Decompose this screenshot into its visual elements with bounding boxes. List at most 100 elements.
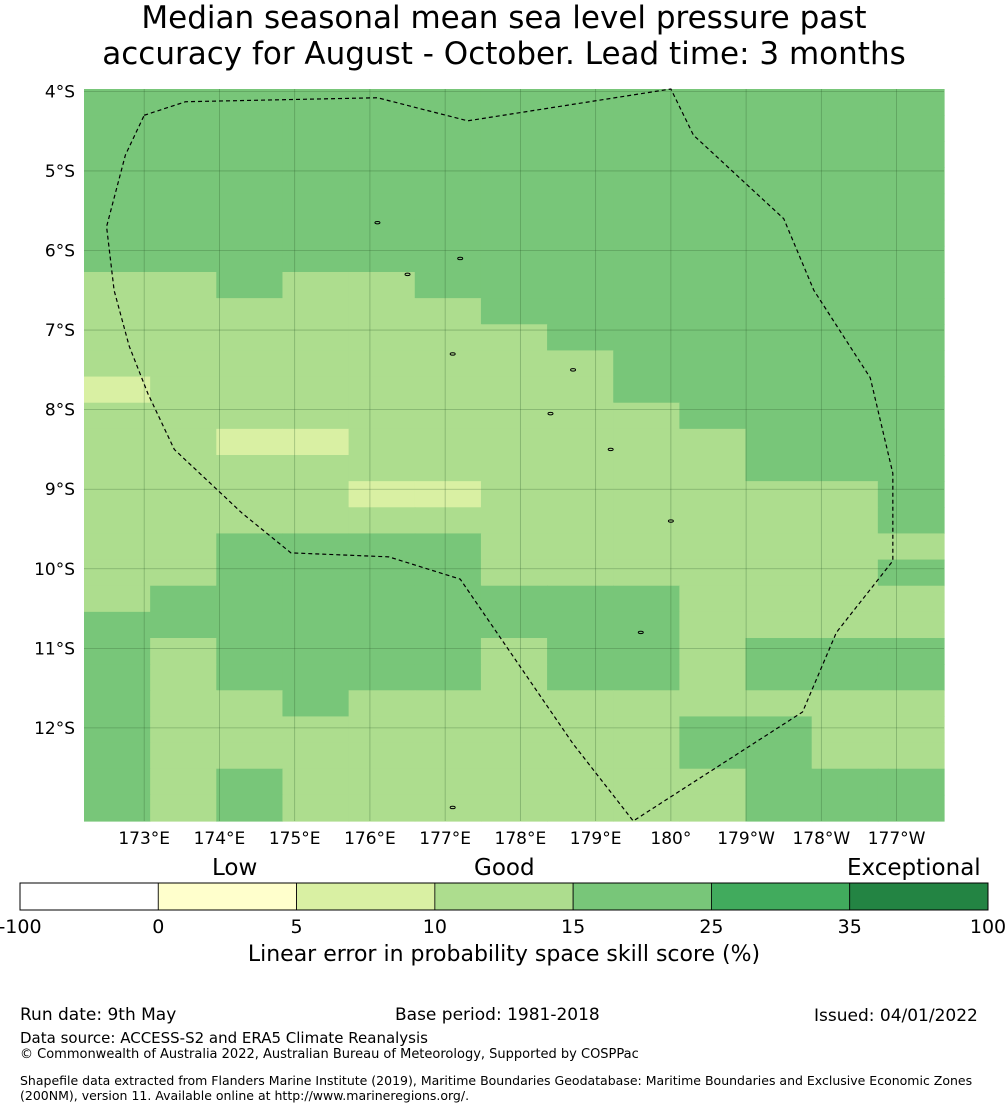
colorbar-tick-label: 100 <box>970 916 1006 938</box>
grid-cell <box>84 193 151 221</box>
grid-cell <box>811 428 879 456</box>
grid-cell <box>480 324 548 352</box>
grid-cell <box>877 716 945 744</box>
grid-cell <box>877 742 945 770</box>
grid-cell <box>547 376 614 404</box>
grid-cell <box>150 533 217 561</box>
colorbar-swatch <box>296 882 436 911</box>
copyright-notice: © Commonwealth of Australia 2022, Austra… <box>20 1047 639 1062</box>
colorbar-swatch <box>572 882 712 911</box>
grid-cell <box>547 272 614 299</box>
grid-cell <box>348 768 416 796</box>
longitude-label: 174°E <box>194 829 246 849</box>
grid-cell <box>613 742 680 770</box>
grid-cell <box>480 167 548 195</box>
grid-cell <box>282 376 350 404</box>
legend-low-label: Low <box>212 855 258 881</box>
grid-cell <box>414 298 482 325</box>
grid-cell <box>282 638 350 665</box>
latitude-label: 8°S <box>45 401 75 421</box>
grid-cell <box>547 324 614 352</box>
grid-cell <box>84 690 151 718</box>
grid-cell <box>84 768 151 796</box>
grid-cell <box>745 481 813 508</box>
grid-cell <box>216 481 284 508</box>
grid-cell <box>877 324 945 352</box>
colorbar-tick-label: 10 <box>423 916 447 938</box>
grid-cell <box>414 167 482 195</box>
grid-cell <box>480 376 548 404</box>
grid-cell <box>84 298 151 325</box>
latitude-label: 6°S <box>45 242 75 262</box>
grid-cell <box>745 533 813 561</box>
grid-cell <box>282 559 350 587</box>
grid-cell <box>679 193 747 221</box>
grid-cell <box>811 611 879 639</box>
grid-cell <box>613 115 680 142</box>
grid-cell <box>348 742 416 770</box>
grid-cell <box>348 585 416 613</box>
longitude-label: 178°W <box>792 829 850 849</box>
grid-cell <box>84 245 151 273</box>
grid-cell <box>150 272 217 299</box>
grid-cell <box>84 350 151 378</box>
grid-cell <box>811 141 879 169</box>
grid-cell <box>216 298 284 325</box>
grid-cell <box>84 272 151 299</box>
grid-cell <box>282 481 350 508</box>
grid-cell <box>547 115 614 142</box>
grid-cell <box>282 272 350 299</box>
grid-cell <box>414 115 482 142</box>
grid-cell <box>348 193 416 221</box>
grid-cell <box>613 768 680 796</box>
grid-cell <box>216 742 284 770</box>
grid-cell <box>282 428 350 456</box>
grid-cell <box>480 768 548 796</box>
grid-cell <box>679 141 747 169</box>
grid-cell <box>811 533 879 561</box>
grid-cell <box>414 664 482 691</box>
grid-cell <box>877 115 945 142</box>
grid-cell <box>216 638 284 665</box>
grid-cell <box>679 559 747 587</box>
grid-cell <box>282 585 350 613</box>
grid-cell <box>745 794 813 822</box>
grid-cell <box>679 585 747 613</box>
grid-cell <box>547 559 614 587</box>
grid-cell <box>877 481 945 508</box>
grid-cell <box>150 664 217 691</box>
grid-cell <box>282 219 350 247</box>
grid-cell <box>877 89 945 116</box>
grid-cell <box>84 376 151 404</box>
grid-cell <box>613 507 680 535</box>
grid-cell <box>745 428 813 456</box>
grid-cell <box>745 193 813 221</box>
grid-cell <box>613 350 680 378</box>
grid-cell <box>216 89 284 116</box>
grid-cell <box>348 376 416 404</box>
grid-cell <box>348 611 416 639</box>
run-date: Run date: 9th May <box>20 1005 177 1025</box>
grid-cell <box>811 245 879 273</box>
base-period: Base period: 1981-2018 <box>395 1005 600 1025</box>
grid-cell <box>282 89 350 116</box>
grid-cell <box>547 585 614 613</box>
longitude-label: 176°E <box>344 829 396 849</box>
grid-cell <box>547 507 614 535</box>
grid-cell <box>348 716 416 744</box>
grid-cell <box>414 141 482 169</box>
grid-cell <box>216 455 284 482</box>
grid-cell <box>547 481 614 508</box>
grid-cell <box>480 690 548 718</box>
grid-cell <box>480 219 548 247</box>
grid-cell <box>877 376 945 404</box>
map-title: Median seasonal mean sea level pressure … <box>0 0 1008 72</box>
island <box>457 256 464 261</box>
grid-cell <box>877 559 945 587</box>
grid-cell <box>811 167 879 195</box>
grid-cell <box>150 376 217 404</box>
grid-cell <box>216 611 284 639</box>
grid-cell <box>613 533 680 561</box>
islands <box>374 220 674 810</box>
grid-cell <box>613 585 680 613</box>
